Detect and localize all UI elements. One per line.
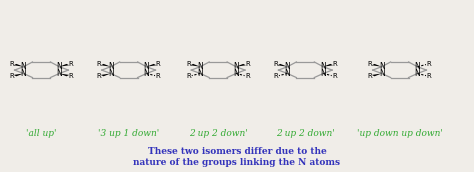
Text: R: R — [427, 61, 431, 67]
Polygon shape — [14, 73, 24, 76]
Text: R: R — [156, 61, 161, 67]
Text: N: N — [415, 69, 420, 78]
Text: R: R — [186, 61, 191, 67]
Text: N: N — [144, 69, 149, 78]
Text: N: N — [108, 62, 114, 71]
Text: R: R — [186, 73, 191, 79]
Text: N: N — [233, 69, 239, 78]
Text: R: R — [332, 73, 337, 79]
Text: R: R — [97, 61, 101, 67]
Text: N: N — [320, 62, 326, 71]
Text: N: N — [197, 69, 203, 78]
Text: 2 up 2 down': 2 up 2 down' — [276, 129, 335, 138]
Polygon shape — [372, 73, 382, 76]
Text: N: N — [197, 62, 203, 71]
Text: R: R — [245, 61, 250, 67]
Polygon shape — [14, 64, 24, 67]
Text: R: R — [332, 61, 337, 67]
Text: R: R — [245, 73, 250, 79]
Text: '3 up 1 down': '3 up 1 down' — [98, 129, 159, 138]
Text: R: R — [69, 61, 73, 67]
Polygon shape — [101, 73, 111, 76]
Polygon shape — [191, 64, 200, 67]
Text: These two isomers differ due to the: These two isomers differ due to the — [147, 147, 327, 156]
Text: R: R — [69, 73, 73, 79]
Text: N: N — [21, 62, 27, 71]
Polygon shape — [323, 64, 333, 67]
Polygon shape — [146, 64, 156, 67]
Text: N: N — [233, 62, 239, 71]
Text: N: N — [284, 62, 290, 71]
Text: N: N — [56, 69, 62, 78]
Text: 2 up 2 down': 2 up 2 down' — [189, 129, 247, 138]
Text: N: N — [108, 69, 114, 78]
Polygon shape — [236, 64, 246, 67]
Polygon shape — [59, 64, 69, 67]
Text: R: R — [368, 73, 373, 79]
Text: R: R — [427, 73, 431, 79]
Text: N: N — [320, 69, 326, 78]
Polygon shape — [278, 64, 287, 67]
Text: N: N — [415, 62, 420, 71]
Text: N: N — [21, 69, 27, 78]
Polygon shape — [101, 64, 111, 67]
Text: 'up down up down': 'up down up down' — [356, 129, 443, 138]
Text: R: R — [273, 61, 278, 67]
Text: R: R — [97, 73, 101, 79]
Text: N: N — [284, 69, 290, 78]
Text: 'all up': 'all up' — [26, 129, 57, 138]
Text: R: R — [156, 73, 161, 79]
Text: N: N — [56, 62, 62, 71]
Text: N: N — [379, 69, 384, 78]
Text: R: R — [273, 73, 278, 79]
Polygon shape — [59, 73, 69, 76]
Text: N: N — [379, 62, 384, 71]
Text: R: R — [368, 61, 373, 67]
Text: nature of the groups linking the N atoms: nature of the groups linking the N atoms — [134, 158, 340, 167]
Polygon shape — [372, 64, 382, 67]
Text: R: R — [9, 61, 14, 67]
Text: R: R — [9, 73, 14, 79]
Text: N: N — [144, 62, 149, 71]
